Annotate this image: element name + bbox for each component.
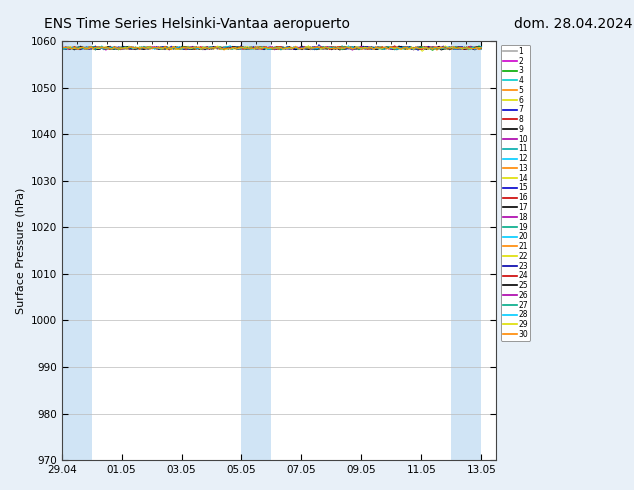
Text: ENS Time Series Helsinki-Vantaa aeropuerto: ENS Time Series Helsinki-Vantaa aeropuer… <box>44 17 351 31</box>
Title: ENS Time Series Helsinki-Vantaa aeropuerto        dom. 28.04.2024 13 UTC: ENS Time Series Helsinki-Vantaa aeropuer… <box>0 489 1 490</box>
Y-axis label: Surface Pressure (hPa): Surface Pressure (hPa) <box>15 187 25 314</box>
Bar <box>451 41 481 460</box>
Bar <box>242 41 271 460</box>
Bar <box>61 41 92 460</box>
Legend: 1, 2, 3, 4, 5, 6, 7, 8, 9, 10, 11, 12, 13, 14, 15, 16, 17, 18, 19, 20, 21, 22, 2: 1, 2, 3, 4, 5, 6, 7, 8, 9, 10, 11, 12, 1… <box>501 45 530 341</box>
Text: dom. 28.04.2024 13 UTC: dom. 28.04.2024 13 UTC <box>514 17 634 31</box>
